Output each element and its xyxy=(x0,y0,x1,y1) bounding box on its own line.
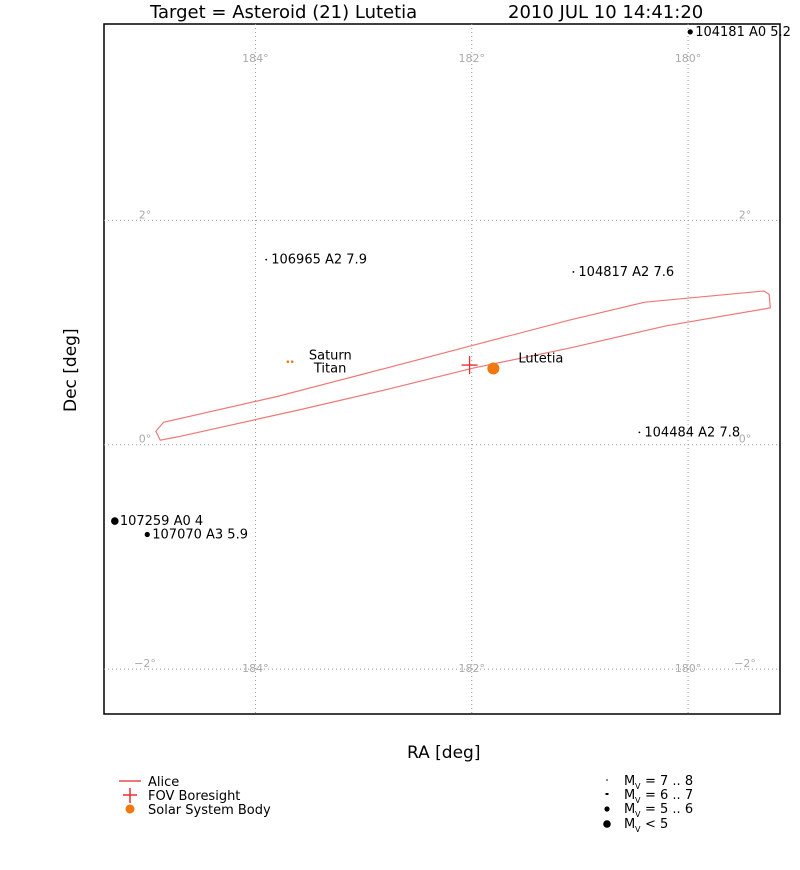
titan-marker xyxy=(290,360,294,364)
star-layer: 104181 A0 5.2 106965 A2 7.9 104817 A2 7.6 1… xyxy=(111,25,791,542)
ra-tick-label-top: 180° xyxy=(675,52,702,65)
mag-lt-5-m: M xyxy=(624,817,635,832)
lutetia-label: Lutetia xyxy=(518,351,563,366)
mag-7-8-marker xyxy=(606,779,608,781)
ra-tick-label-top: 184° xyxy=(242,52,269,65)
saturn-marker xyxy=(286,360,290,364)
lutetia-marker xyxy=(487,362,500,375)
mag-lt-5-range: < 5 xyxy=(645,817,668,832)
chart-title: Target = Asteroid (21) Lutetia xyxy=(149,2,417,23)
mag-7-8-m: M xyxy=(624,774,635,789)
mag-6-7-range: = 6 .. 7 xyxy=(645,788,693,803)
star-label: 106965 A2 7.9 xyxy=(271,253,367,268)
mag-5-6-marker xyxy=(604,806,610,812)
star-label: 104484 A2 7.8 xyxy=(644,425,740,440)
boresight-legend-label: FOV Boresight xyxy=(148,789,240,804)
alice-legend-label: Alice xyxy=(148,775,179,790)
plot-frame xyxy=(103,23,781,715)
ra-tick-label-bottom: 182° xyxy=(458,662,485,675)
x-axis-label: RA [deg] xyxy=(407,743,480,763)
legend-right: M V = 7 .. 8 M V = 6 .. 7 M V = 5 .. 6 M… xyxy=(603,774,693,834)
mag-6-7-v: V xyxy=(635,796,641,805)
mag-6-7-marker xyxy=(605,793,609,795)
titan-label: Titan xyxy=(313,362,346,377)
mag-5-6-m: M xyxy=(624,802,635,817)
legend-left: Alice FOV Boresight Solar System Body xyxy=(119,775,271,818)
dec-tick-label-left: −2° xyxy=(134,657,156,670)
star-marker xyxy=(111,517,119,525)
mag-lt-5-marker xyxy=(603,820,611,828)
star-marker xyxy=(144,531,150,538)
star-label: 107070 A3 5.9 xyxy=(152,527,248,542)
star-label: 104181 A0 5.2 xyxy=(695,25,791,40)
star-marker xyxy=(638,431,641,434)
star-label: 107259 A0 4 xyxy=(120,514,203,529)
body-legend-label: Solar System Body xyxy=(148,803,271,818)
alice-fov-outline xyxy=(155,290,771,441)
mag-7-8-range: = 7 .. 8 xyxy=(645,774,693,789)
grid-layer: 184° 184° 182° 182° 180° 180° 2° 2° 0° 0° −2° −2° xyxy=(104,24,780,714)
boresight-legend-marker xyxy=(123,788,137,803)
dec-tick-label-right: 2° xyxy=(739,208,752,221)
dec-tick-label-left: 2° xyxy=(139,208,152,221)
mag-6-7-m: M xyxy=(624,788,635,803)
star-marker xyxy=(687,29,693,35)
star-marker xyxy=(572,271,575,273)
dec-tick-label-left: 0° xyxy=(139,433,152,446)
body-legend-marker xyxy=(125,804,135,814)
star-label: 104817 A2 7.6 xyxy=(578,265,674,280)
alice-layer xyxy=(155,290,771,441)
dec-tick-label-right: 0° xyxy=(739,433,752,446)
mag-7-8-v: V xyxy=(635,782,641,791)
y-axis-label: Dec [deg] xyxy=(61,328,81,412)
saturn-label: Saturn xyxy=(309,349,352,364)
ra-tick-label-bottom: 184° xyxy=(242,662,269,675)
ra-tick-label-bottom: 180° xyxy=(675,662,702,675)
mag-lt-5-v: V xyxy=(635,825,641,834)
mag-5-6-range: = 5 .. 6 xyxy=(645,802,693,817)
dec-tick-label-right: −2° xyxy=(734,657,756,670)
chart-timestamp: 2010 JUL 10 14:41:20 xyxy=(508,2,703,23)
star-marker xyxy=(265,258,268,261)
mag-5-6-v: V xyxy=(635,810,641,819)
ra-tick-label-top: 182° xyxy=(458,52,485,65)
